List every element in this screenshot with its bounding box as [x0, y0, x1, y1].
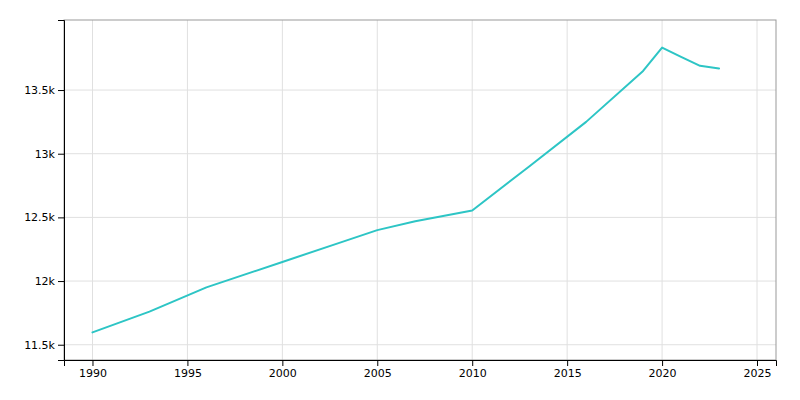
tick: 1995 [174, 360, 202, 380]
grid [64, 20, 776, 360]
grid-line [187, 20, 188, 360]
tick-mark [58, 345, 64, 346]
grid-line [282, 20, 283, 360]
tick-mark [187, 360, 188, 366]
tick-label: 2005 [364, 367, 392, 380]
tick-label: 12.5k [24, 211, 55, 224]
tick-mark [58, 90, 64, 91]
tick-mark [58, 154, 64, 155]
tick-mark [282, 360, 283, 366]
tick: 13.5k [24, 84, 64, 97]
axis-line [65, 361, 777, 367]
grid-line [92, 20, 93, 360]
tick: 2010 [459, 360, 487, 380]
grid-line [64, 90, 776, 91]
tick: 2005 [364, 360, 392, 380]
tick-mark [377, 360, 378, 366]
y-axis: 11.5k 12k 12.5k 13k 13.5k [24, 21, 64, 361]
tick-label: 11.5k [24, 339, 55, 352]
grid-line [64, 217, 776, 218]
tick: 2025 [744, 360, 772, 380]
marks [92, 48, 719, 333]
tick-label: 2015 [554, 367, 582, 380]
tick-label: 12k [35, 275, 56, 288]
axis-line [58, 21, 65, 361]
grid-line [64, 153, 776, 154]
tick-label: 13k [35, 148, 56, 161]
tick-mark [567, 360, 568, 366]
chart: 1990 1995 2000 2005 2010 2015 2020 2025 11.5k 12k… [0, 0, 800, 400]
tick: 2015 [554, 360, 582, 380]
plot: 1990 1995 2000 2005 2010 2015 2020 2025 11.5k 12k… [24, 20, 776, 380]
tick: 2000 [269, 360, 297, 380]
grid-line [64, 281, 776, 282]
grid-line [377, 20, 378, 360]
tick-label: 1990 [79, 367, 107, 380]
tick: 2020 [649, 360, 677, 380]
plot-frame [64, 20, 776, 360]
tick-mark [58, 217, 64, 218]
tick-mark [472, 360, 473, 366]
grid-line [472, 20, 473, 360]
tick-mark [92, 360, 93, 366]
tick: 12k [35, 275, 64, 288]
tick-label: 2010 [459, 367, 487, 380]
tick: 13k [35, 148, 64, 161]
tick-label: 2000 [269, 367, 297, 380]
grid-line [567, 20, 568, 360]
tick: 12.5k [24, 211, 64, 224]
line [92, 48, 719, 333]
tick-mark [58, 281, 64, 282]
x-axis: 1990 1995 2000 2005 2010 2015 2020 2025 [65, 360, 777, 380]
tick-mark [662, 360, 663, 366]
tick-label: 13.5k [24, 84, 55, 97]
grid-line [64, 344, 776, 345]
tick: 11.5k [24, 339, 64, 352]
tick-mark [757, 360, 758, 366]
grid-line [757, 20, 758, 360]
tick-label: 2025 [744, 367, 772, 380]
tick-label: 2020 [649, 367, 677, 380]
tick-label: 1995 [174, 367, 202, 380]
tick: 1990 [79, 360, 107, 380]
grid-line [662, 20, 663, 360]
